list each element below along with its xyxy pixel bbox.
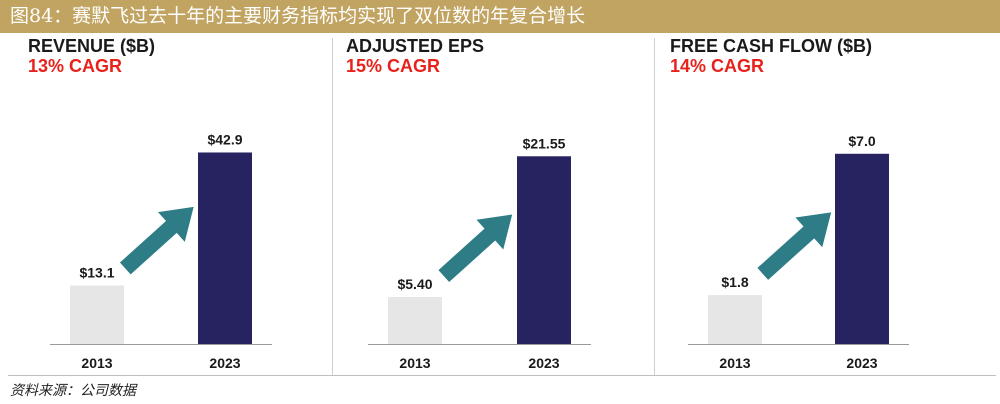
bar-2013 <box>70 285 124 344</box>
x-tick-2013: 2013 <box>719 355 750 371</box>
value-label-2013: $13.1 <box>79 265 114 281</box>
revenue-panel: REVENUE ($B) 13% CAGR $13.1 2013 $42.9 2023 <box>28 33 328 374</box>
revenue-chart: $13.1 2013 $42.9 2023 <box>50 131 272 371</box>
x-tick-2013: 2013 <box>399 355 430 371</box>
source-note: 资料来源：公司数据 <box>10 383 136 399</box>
fcf-panel: FREE CASH FLOW ($B) 14% CAGR $1.8 2013 $7.… <box>670 33 970 374</box>
fcf-title: FREE CASH FLOW ($B) <box>670 36 872 56</box>
growth-arrow-icon <box>757 212 832 280</box>
growth-arrow-icon <box>438 214 513 283</box>
fcf-cagr: 14% CAGR <box>670 56 765 76</box>
figure-title: 图84：赛默飞过去十年的主要财务指标均实现了双位数的年复合增长 <box>0 0 1000 33</box>
bar-2023 <box>517 156 571 344</box>
revenue-title: REVENUE ($B) <box>28 36 156 56</box>
value-label-2023: $42.9 <box>207 131 242 147</box>
bar-2023 <box>835 153 889 344</box>
revenue-cagr: 13% CAGR <box>28 56 123 76</box>
eps-cagr: 15% CAGR <box>346 56 441 76</box>
value-label-2023: $21.55 <box>523 135 566 151</box>
eps-panel: ADJUSTED EPS 15% CAGR $5.40 2013 $21.55 202… <box>346 33 646 374</box>
fcf-chart: $1.8 2013 $7.0 2023 <box>688 133 909 371</box>
growth-arrow-icon <box>119 206 194 275</box>
divider-1 <box>332 38 333 376</box>
bar-2013 <box>388 296 442 344</box>
eps-title: ADJUSTED EPS <box>346 36 485 56</box>
x-tick-2023: 2023 <box>209 355 240 371</box>
value-label-2023: $7.0 <box>848 133 875 149</box>
bar-2023 <box>198 152 252 344</box>
divider-2 <box>654 38 655 376</box>
x-tick-2023: 2023 <box>846 355 877 371</box>
eps-chart: $5.40 2013 $21.55 2023 <box>368 135 591 371</box>
bottom-rule <box>8 375 996 376</box>
x-tick-2013: 2013 <box>81 355 112 371</box>
value-label-2013: $5.40 <box>397 276 432 292</box>
bar-2013 <box>708 295 762 344</box>
x-tick-2023: 2023 <box>528 355 559 371</box>
value-label-2013: $1.8 <box>721 274 748 290</box>
